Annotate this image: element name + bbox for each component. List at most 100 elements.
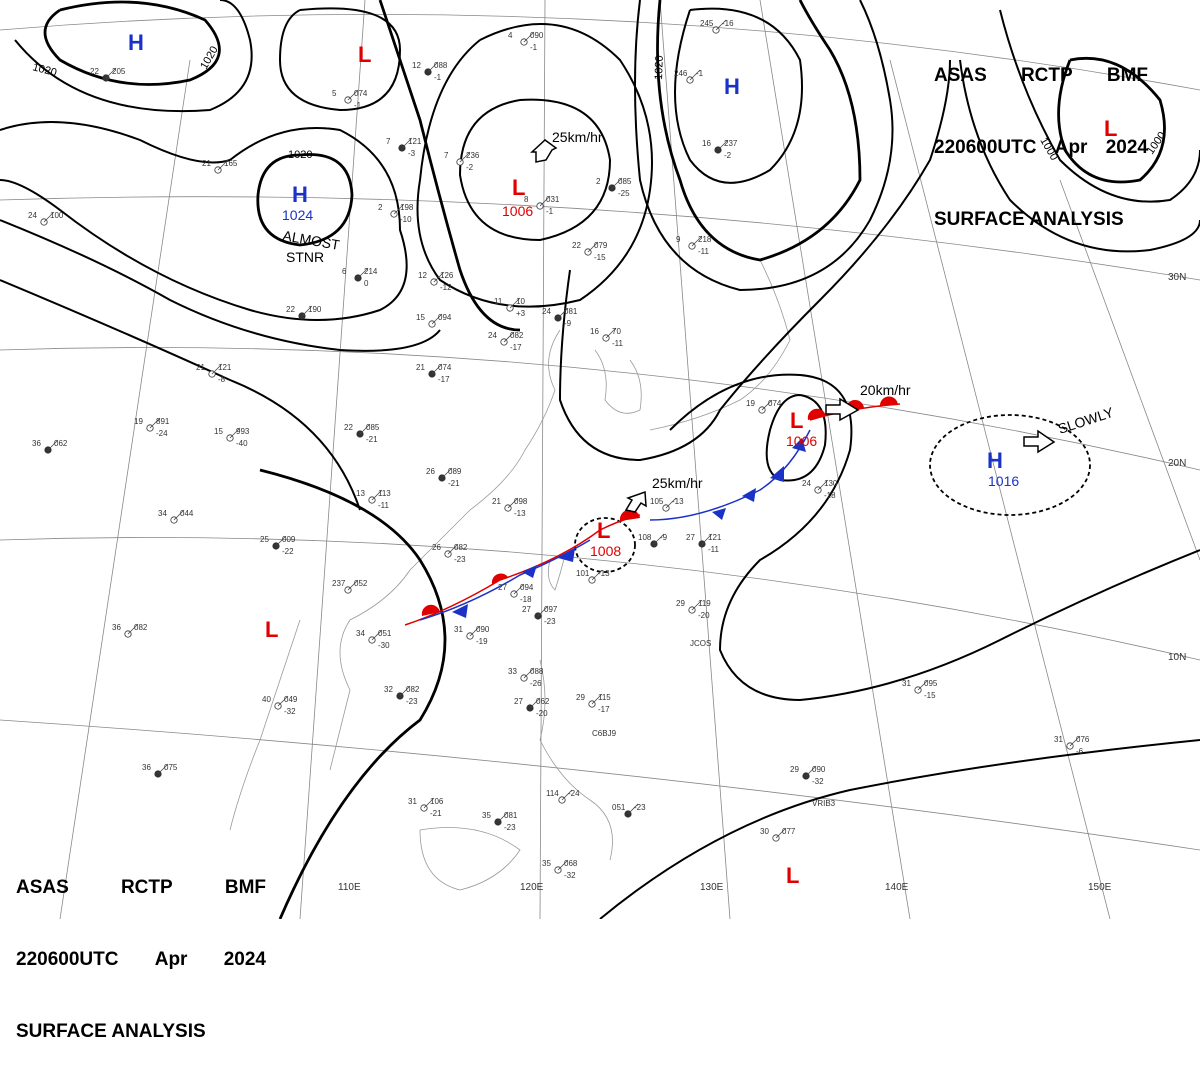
station-pressure: 088: [434, 61, 448, 70]
station-pressure: 205: [112, 67, 126, 76]
station-temperature: 24: [488, 331, 497, 340]
parallel-40n: [0, 13, 1200, 91]
title-word: SURFACE ANALYSIS: [16, 1021, 206, 1042]
wind-barb-icon: [665, 497, 677, 509]
title-line-3: SURFACE ANALYSIS: [934, 208, 1148, 232]
station-tendency: -2: [724, 151, 732, 160]
borneo-coast: [419, 827, 521, 891]
station-plot: 12 088 -1: [412, 61, 448, 82]
longitude-label: 150E: [1088, 882, 1112, 893]
wind-barb-icon: [431, 313, 443, 325]
station-temperature: 5: [332, 89, 337, 98]
wind-barb-icon: [691, 235, 703, 247]
isobar-l-1006-inner: [458, 98, 612, 242]
station-ids: JCOS C6BJ9 VRIB3: [592, 639, 836, 808]
ship-station-id: C6BJ9: [592, 729, 617, 738]
station-plot: 237 052: [332, 579, 368, 594]
wind-barb-icon: [537, 605, 549, 617]
longitude-label: 130E: [700, 882, 724, 893]
wind-barb-icon: [211, 363, 223, 375]
warm-front-semicircle: [807, 408, 826, 420]
chart-title-top-right: ASAS RCTP BMF 220600UTC Apr 2024 SURFACE ANA…: [934, 16, 1148, 256]
wind-barb-icon: [653, 533, 665, 545]
isobar-l-front-outer: [669, 373, 1200, 702]
isobar-h-1024-inner: [256, 153, 354, 247]
wind-barb-icon: [217, 159, 229, 171]
wind-barb-icon: [433, 271, 445, 283]
station-temperature: 25: [260, 535, 269, 544]
station-tendency: -13: [514, 509, 526, 518]
wind-barb-icon: [591, 569, 603, 581]
japan-coast: [649, 259, 791, 431]
title-word: 2024: [223, 949, 266, 970]
station-plot: 40 049 -32: [262, 695, 298, 716]
station-temperature: 26: [432, 543, 441, 552]
wind-barb-icon: [1069, 735, 1081, 747]
station-pressure: 074: [438, 363, 452, 372]
station-pressure: 094: [520, 583, 534, 592]
station-temperature: 29: [676, 599, 685, 608]
title-word: BMF: [1106, 65, 1148, 86]
station-tendency: -23: [406, 697, 418, 706]
station-tendency: -20: [536, 709, 548, 718]
station-pressure: -13: [672, 497, 684, 506]
station-plot: 27 121 -11: [686, 533, 722, 554]
station-plot: 6 214 0: [342, 267, 378, 288]
station-pressure: 106: [430, 797, 444, 806]
station-plot: 2 085 -25: [596, 177, 632, 198]
title-word: BMF: [224, 877, 266, 898]
station-temperature: 12: [418, 271, 427, 280]
cold-front-triangle: [770, 466, 784, 482]
station-plot: 7 236 -2: [444, 151, 480, 172]
station-temperature: 7: [444, 151, 449, 160]
station-pressure: 891: [156, 417, 170, 426]
station-plot: 7 121 -3: [386, 137, 422, 158]
isobar-ne-3: [959, 59, 1200, 253]
wind-barb-icon: [275, 535, 287, 547]
station-temperature: 27: [686, 533, 695, 542]
station-pressure: -24: [568, 789, 580, 798]
chart-title-bottom-left: ASAS RCTP BMF 220600UTC Apr 2024 SURFACE ANA…: [16, 828, 266, 1068]
station-plot: 2 198 -10: [378, 203, 414, 224]
wind-barb-icon: [503, 331, 515, 343]
station-temperature: 16: [590, 327, 599, 336]
wind-barb-icon: [529, 697, 541, 709]
station-pressure: 115: [598, 693, 611, 702]
hollow-arrow-icon: [530, 139, 558, 163]
station-tendency: -17: [598, 705, 610, 714]
station-pressure: 062: [536, 697, 550, 706]
title-word: 220600UTC: [934, 137, 1037, 158]
station-plot: 246 -1: [674, 69, 704, 84]
station-temperature: 35: [482, 811, 491, 820]
station-plot: 105 -13: [650, 497, 684, 512]
cold-front-triangle: [452, 604, 468, 618]
station-pressure: 049: [284, 695, 298, 704]
cold-front-triangle: [792, 438, 806, 452]
station-temperature: 27: [498, 583, 507, 592]
station-tendency: -6: [1076, 747, 1084, 756]
station-tendency: -11: [378, 501, 390, 510]
station-plot: 31 095 -15: [902, 679, 938, 700]
meridian-110e: [299, 0, 366, 919]
station-tendency: -21: [430, 809, 442, 818]
station-tendency: -9: [564, 319, 572, 328]
ship-station-id: VRIB3: [812, 799, 836, 808]
station-pressure: 993: [236, 427, 250, 436]
station-tendency: -12: [440, 283, 452, 292]
isobar-h-1024-outer: [0, 121, 408, 321]
station-tendency: -26: [530, 679, 542, 688]
low-pressure-symbol: L: [786, 863, 799, 888]
station-tendency: -19: [476, 637, 488, 646]
wind-barb-icon: [817, 479, 829, 491]
station-tendency: -18: [824, 491, 836, 500]
station-tendency: -10: [400, 215, 412, 224]
wind-barb-icon: [497, 811, 509, 823]
station-temperature: 15: [416, 313, 425, 322]
station-pressure: 081: [564, 307, 578, 316]
low-pressure-value: 1008: [590, 543, 621, 559]
dashed-area-h-1016: [929, 414, 1091, 516]
isobar-h-east-outer: [656, 0, 862, 262]
station-pressure: 082: [406, 685, 420, 694]
isobar-1020-center: [378, 0, 521, 332]
